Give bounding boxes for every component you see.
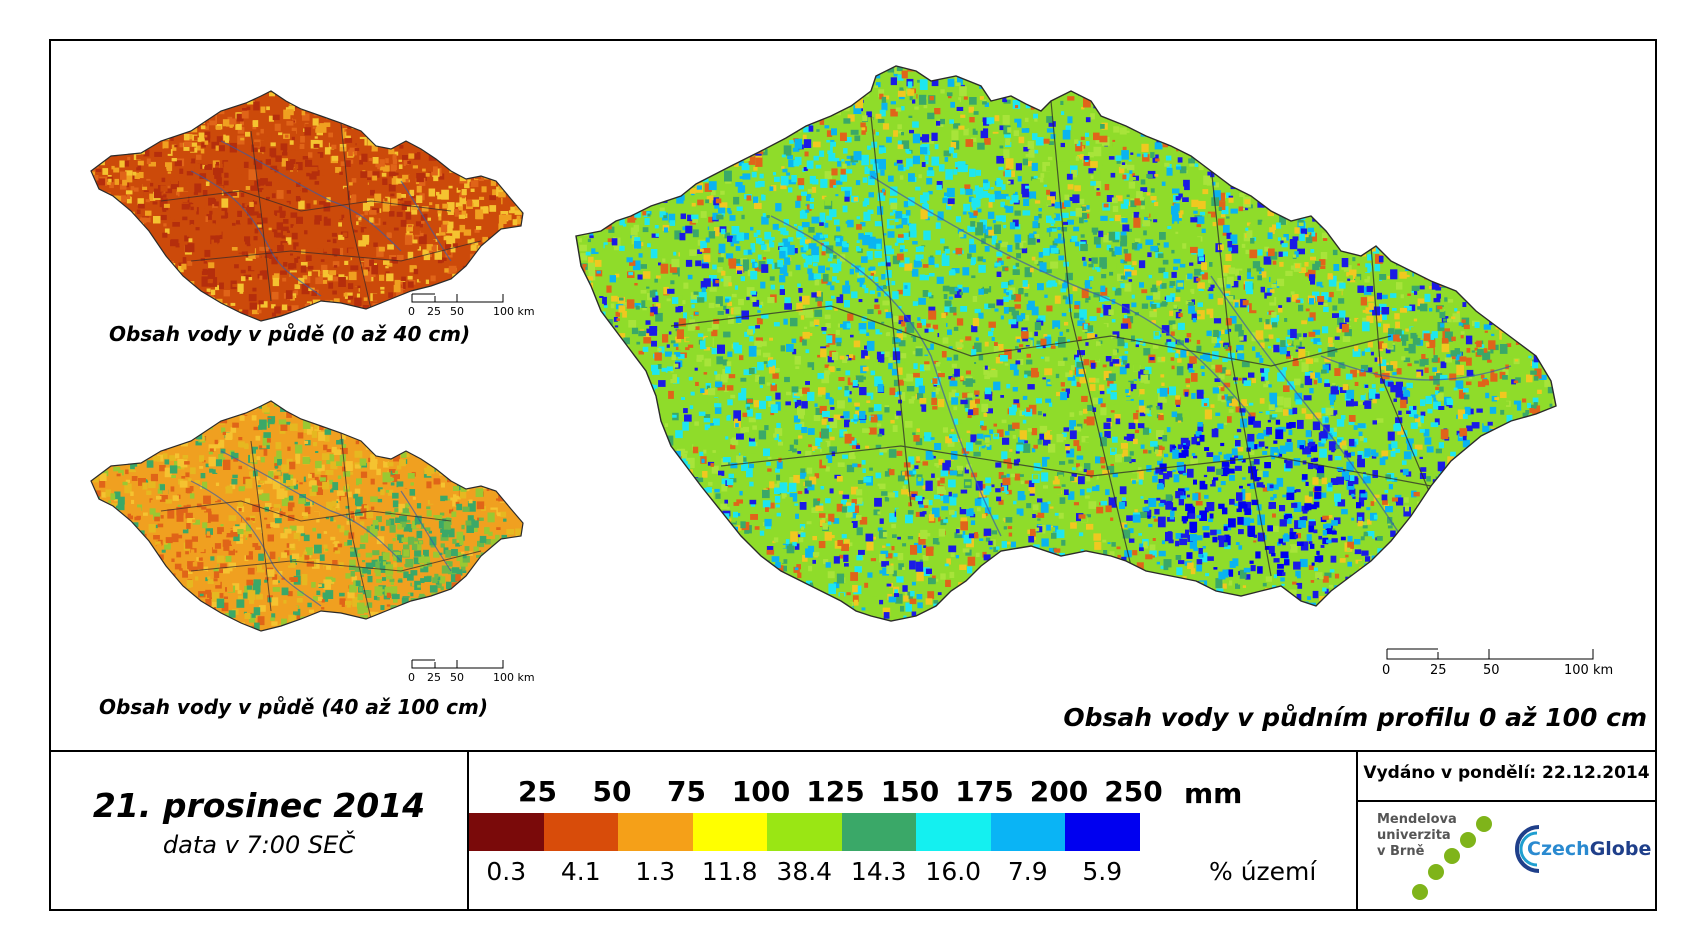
panel-divider-left [467, 752, 469, 911]
scale-label-100: 100 km [1564, 663, 1614, 678]
scale-label-0: 0 [408, 671, 415, 684]
main-map-title: Obsah vody v půdním profilu 0 až 100 cm [1063, 703, 1647, 732]
scale-label-0: 0 [408, 305, 415, 318]
scale-label-50: 50 [450, 305, 464, 318]
legend-swatch [618, 813, 693, 851]
scale-label-100: 100 km [493, 305, 535, 318]
map-topsoil [90, 90, 524, 322]
legend-percentage: 11.8 [701, 857, 758, 886]
map-frame: Obsah vody v půdě (0 až 40 cm) 0 25 50 1… [49, 39, 1657, 911]
scale-label-25: 25 [1430, 663, 1447, 678]
scale-label-25: 25 [427, 671, 441, 684]
legend-swatch [841, 813, 917, 851]
legend-swatch [767, 813, 842, 851]
legend-pct-unit: % území [1209, 857, 1317, 886]
mendel-university-logo: Mendelova univerzita v Brně [1377, 809, 1507, 909]
scale-label-25: 25 [427, 305, 441, 318]
scale-label-0: 0 [1382, 663, 1391, 678]
scale-label-100: 100 km [493, 671, 535, 684]
legend-threshold: 100 [731, 775, 791, 808]
legend-threshold: 25 [518, 775, 557, 808]
panel-divider-right [1356, 752, 1358, 911]
scale-label-50: 50 [450, 671, 464, 684]
legend-swatch [543, 813, 619, 851]
legend-percentage: 5.9 [1082, 857, 1123, 886]
subsoil-map-title: Obsah vody v půdě (40 až 100 cm) [99, 695, 488, 719]
legend-threshold: 50 [592, 775, 632, 808]
legend-threshold: 75 [667, 775, 706, 808]
topsoil-map-title: Obsah vody v půdě (0 až 40 cm) [109, 322, 471, 346]
scale-label-50: 50 [1483, 663, 1500, 678]
legend-percentage: 0.3 [486, 857, 527, 886]
scale-bar-topsoil [411, 293, 511, 303]
map-full-profile [575, 65, 1557, 622]
info-panel-divider [51, 750, 1655, 752]
mendel-line-2: univerzita [1377, 828, 1451, 843]
legend-threshold: 250 [1104, 775, 1163, 808]
legend-threshold: 200 [1029, 775, 1089, 808]
map-subsoil [90, 400, 524, 632]
legend-threshold: 175 [955, 775, 1014, 808]
scale-bar-main [1386, 647, 1596, 661]
issued-label: Vydáno v pondělí: 22.12.2014 [1363, 763, 1650, 783]
legend-threshold: 125 [806, 775, 865, 808]
scale-bar-subsoil [411, 659, 511, 669]
date-title: 21. prosinec 2014 [92, 786, 426, 825]
legend-percentage: 16.0 [925, 857, 982, 886]
legend-percentage: 38.4 [776, 857, 833, 886]
mendel-line-3: v Brně [1377, 844, 1425, 859]
czechglobe-logo: CzechGlobe [1509, 821, 1652, 881]
legend-percentage: 4.1 [560, 857, 601, 886]
legend-percentage: 1.3 [635, 857, 676, 886]
issued-divider [1358, 800, 1655, 802]
legend-swatch [1065, 813, 1140, 851]
legend-percentage: 7.9 [1007, 857, 1048, 886]
legend-threshold: 150 [880, 775, 940, 808]
czechglobe-czech: Czech [1527, 838, 1590, 860]
legend-swatch [469, 813, 544, 851]
czechglobe-globe: Globe [1589, 838, 1652, 860]
legend-unit-mm: mm [1184, 777, 1243, 810]
date-subtitle: data v 7:00 SEČ [162, 831, 356, 859]
legend-percentage: 14.3 [850, 857, 907, 886]
mendel-line-1: Mendelova [1377, 812, 1457, 827]
legend-swatch [916, 813, 991, 851]
legend-swatch [990, 813, 1066, 851]
legend-swatch [692, 813, 768, 851]
